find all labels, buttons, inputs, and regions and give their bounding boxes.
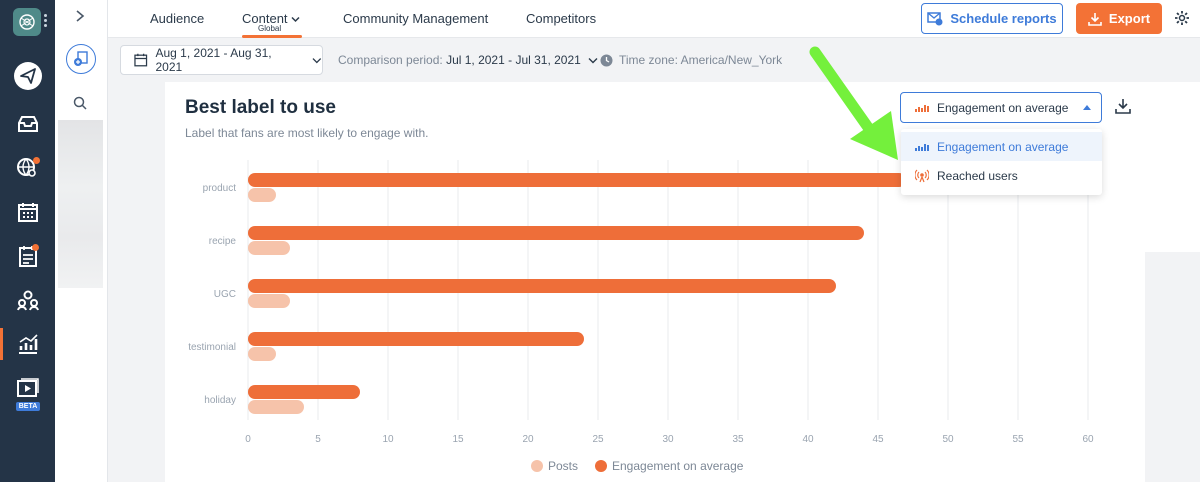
y-category-label: product	[203, 183, 237, 194]
bar-engagement	[248, 385, 360, 399]
clock-icon	[600, 54, 613, 66]
report-add-icon	[74, 51, 88, 66]
tab-content[interactable]: Content	[242, 11, 300, 26]
bar-posts	[248, 347, 276, 361]
analytics-nav-icon[interactable]	[0, 324, 55, 364]
x-tick-label: 40	[802, 434, 814, 445]
calendar-nav-icon[interactable]	[0, 192, 55, 232]
schedule-mail-icon	[927, 11, 943, 25]
y-category-label: holiday	[204, 395, 236, 406]
inbox-nav-icon[interactable]	[0, 104, 55, 144]
bar-engagement	[248, 279, 836, 293]
broadcast-icon	[915, 169, 929, 182]
download-chart-icon[interactable]	[1115, 98, 1131, 114]
metric-select-value: Engagement on average	[937, 100, 1069, 115]
export-button[interactable]: Export	[1076, 3, 1162, 34]
menu-item-reached-users[interactable]: Reached users	[901, 161, 1102, 190]
menu-item-engagement[interactable]: Engagement on average	[901, 132, 1102, 161]
x-tick-label: 30	[662, 434, 674, 445]
listening-nav-icon[interactable]	[0, 148, 55, 188]
beta-badge: BETA	[16, 402, 40, 411]
chevron-down-icon	[588, 58, 598, 64]
date-range-value: Aug 1, 2021 - Aug 31, 2021	[155, 46, 272, 74]
x-tick-label: 45	[872, 434, 884, 445]
x-tick-label: 25	[592, 434, 604, 445]
legend-engagement-label: Engagement on average	[612, 459, 744, 473]
bar-engagement	[248, 332, 584, 346]
timezone-label: Time zone: America/New_York	[619, 53, 783, 67]
card-subtitle: Label that fans are most likely to engag…	[185, 126, 429, 140]
add-report-button[interactable]	[66, 44, 96, 74]
metric-select[interactable]: Engagement on average	[900, 92, 1102, 123]
schedule-reports-label: Schedule reports	[950, 11, 1057, 26]
tab-audience[interactable]: Audience	[150, 11, 205, 26]
card-title: Best label to use	[185, 97, 336, 118]
chevron-down-icon	[291, 16, 300, 23]
timezone: Time zone: America/New_York	[600, 53, 782, 67]
metric-dropdown-menu: Engagement on average Reached users	[901, 129, 1102, 195]
y-category-label: testimonial	[188, 342, 236, 353]
bar-engagement	[248, 173, 906, 187]
comparison-period[interactable]: Comparison period: Jul 1, 2021 - Jul 31,…	[338, 53, 598, 67]
schedule-reports-button[interactable]: Schedule reports	[921, 3, 1063, 34]
y-category-label: UGC	[214, 289, 236, 300]
app-logo-icon[interactable]	[13, 8, 41, 36]
x-tick-label: 20	[522, 434, 534, 445]
bar-posts	[248, 188, 276, 202]
publish-nav-icon[interactable]	[0, 56, 55, 96]
chevron-down-icon	[312, 57, 322, 63]
card-edge	[1145, 82, 1200, 252]
gear-icon[interactable]	[1174, 10, 1190, 26]
menu-item-label: Engagement on average	[937, 139, 1069, 154]
notification-badge	[33, 157, 40, 164]
comparison-label: Comparison period:	[338, 53, 443, 67]
top-bar: Audience Content Global Community Manage…	[108, 0, 1200, 38]
bar-posts	[248, 294, 290, 308]
x-tick-label: 55	[1012, 434, 1024, 445]
tab-community-management[interactable]: Community Management	[343, 11, 489, 26]
legend-posts-label: Posts	[548, 459, 578, 473]
left-rail: BETA	[0, 0, 55, 482]
influencers-nav-icon[interactable]	[0, 280, 55, 320]
menu-item-label: Reached users	[937, 168, 1018, 183]
search-icon[interactable]	[73, 96, 87, 110]
legend-engagement-swatch	[595, 460, 607, 472]
notification-badge	[32, 244, 39, 251]
legend-posts-swatch	[531, 460, 543, 472]
tab-competitors[interactable]: Competitors	[526, 11, 597, 26]
x-tick-label: 15	[452, 434, 464, 445]
comparison-value: Jul 1, 2021 - Jul 31, 2021	[446, 53, 581, 67]
date-range-picker[interactable]: Aug 1, 2021 - Aug 31, 2021	[120, 45, 323, 75]
x-tick-label: 50	[942, 434, 954, 445]
more-icon[interactable]	[44, 14, 47, 29]
x-tick-label: 60	[1082, 434, 1094, 445]
tab-content-label: Content	[242, 11, 288, 26]
bar-chart-icon	[915, 143, 929, 151]
bar-engagement	[248, 226, 864, 240]
calendar-icon	[134, 53, 148, 67]
bar-chart-icon	[915, 104, 929, 112]
tasks-nav-icon[interactable]	[0, 236, 55, 276]
tab-content-sub: Global	[258, 24, 282, 33]
bar-posts	[248, 241, 290, 255]
video-nav-icon[interactable]	[0, 368, 55, 408]
bar-posts	[248, 400, 304, 414]
export-label: Export	[1108, 11, 1151, 26]
x-tick-label: 0	[245, 434, 251, 445]
x-tick-label: 35	[732, 434, 744, 445]
download-icon	[1088, 12, 1102, 26]
x-tick-label: 5	[315, 434, 321, 445]
y-category-label: recipe	[209, 236, 237, 247]
secondary-sidebar	[55, 0, 108, 482]
caret-up-icon	[1083, 105, 1091, 110]
x-tick-label: 10	[382, 434, 394, 445]
blurred-profile-list	[58, 120, 103, 288]
active-tab-indicator	[242, 35, 302, 38]
expand-chevron-icon[interactable]	[75, 9, 85, 23]
